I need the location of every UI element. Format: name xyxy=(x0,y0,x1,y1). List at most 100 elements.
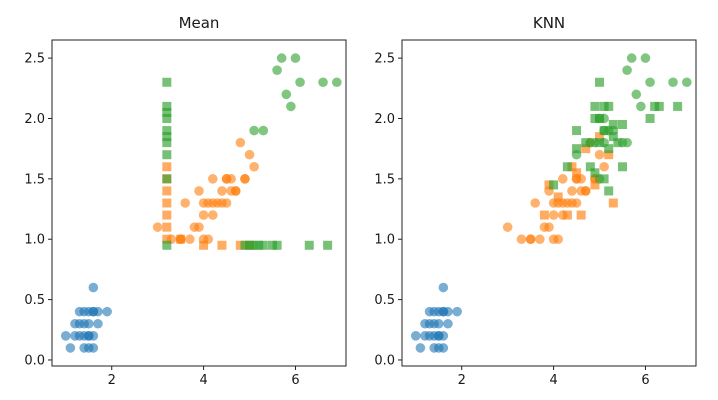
circle-point xyxy=(83,331,94,341)
circle-point xyxy=(631,89,642,100)
square-point xyxy=(608,132,618,142)
circle-point xyxy=(185,234,195,245)
circle-point xyxy=(599,161,609,172)
square-point xyxy=(590,180,600,190)
square-point xyxy=(613,138,623,148)
square-point xyxy=(162,150,172,160)
square-point xyxy=(553,192,563,202)
square-point xyxy=(217,240,227,250)
circle-point xyxy=(516,234,527,245)
square-point xyxy=(572,168,582,178)
square-point xyxy=(539,210,549,220)
circle-point xyxy=(180,198,191,208)
subplot-knn: KNN 2 4 6 0.0 0.5 1.0 1.5 2.0 2.5 xyxy=(374,14,697,388)
circle-point xyxy=(207,198,218,208)
y-tick-label: 1.5 xyxy=(374,172,395,187)
circle-point xyxy=(217,186,227,196)
square-point xyxy=(590,101,600,111)
square-point xyxy=(162,132,172,142)
square-point xyxy=(576,210,586,220)
circle-point xyxy=(102,306,112,317)
square-point xyxy=(599,174,609,184)
circle-point xyxy=(433,331,444,341)
circle-point xyxy=(626,53,637,63)
square-point xyxy=(590,113,600,123)
y-tick-label: 2.0 xyxy=(24,112,45,127)
circle-point xyxy=(88,343,99,353)
square-point xyxy=(272,240,282,250)
square-point xyxy=(245,240,255,250)
square-point xyxy=(562,210,572,220)
circle-point xyxy=(420,331,430,341)
square-point xyxy=(304,240,314,250)
circle-point xyxy=(65,343,76,353)
y-tick-label: 0.5 xyxy=(374,293,395,308)
square-point xyxy=(249,240,259,250)
circle-point xyxy=(553,234,563,245)
square-point xyxy=(162,198,172,208)
circle-point xyxy=(410,331,421,341)
circle-point xyxy=(83,318,94,329)
circle-point xyxy=(249,161,259,172)
square-point xyxy=(673,101,683,111)
y-tick-label: 1.5 xyxy=(24,172,45,187)
axes-frame xyxy=(51,39,347,367)
circle-point xyxy=(276,53,287,63)
square-point xyxy=(240,240,250,250)
square-point xyxy=(162,138,172,148)
y-tick-label: 0.0 xyxy=(24,353,45,368)
x-tick-label: 2 xyxy=(108,373,116,388)
square-point xyxy=(567,162,577,172)
circle-point xyxy=(70,331,80,341)
square-point xyxy=(162,222,172,232)
y-tick-label: 2.5 xyxy=(374,52,395,67)
circle-point xyxy=(152,222,163,232)
circle-point xyxy=(530,198,541,208)
circle-point xyxy=(438,282,449,293)
circle-point xyxy=(244,149,255,160)
circle-point xyxy=(332,77,342,88)
square-point xyxy=(618,120,627,130)
circle-point xyxy=(433,318,444,329)
x-tick-label: 4 xyxy=(549,373,557,388)
axes-frame xyxy=(401,39,697,367)
circle-point xyxy=(79,306,89,317)
circle-point xyxy=(60,331,71,341)
square-point xyxy=(604,150,614,160)
square-point xyxy=(235,240,245,250)
x-tick-label: 6 xyxy=(291,373,299,388)
x-tick-label: 4 xyxy=(199,373,207,388)
circle-point xyxy=(668,77,678,88)
circle-point xyxy=(415,343,426,353)
circle-point xyxy=(429,306,439,317)
circle-point xyxy=(88,306,99,317)
square-point xyxy=(608,198,618,208)
square-point xyxy=(581,144,591,154)
square-point xyxy=(572,126,582,136)
square-point xyxy=(604,144,614,154)
square-point xyxy=(599,101,609,111)
plot-area xyxy=(60,53,342,353)
square-point xyxy=(590,168,600,178)
circle-point xyxy=(576,186,586,196)
square-point xyxy=(162,162,172,172)
square-point xyxy=(162,77,172,87)
circle-point xyxy=(548,210,559,220)
square-point xyxy=(595,113,605,123)
circle-point xyxy=(194,186,204,196)
y-tick-label: 2.5 xyxy=(24,52,45,67)
square-point xyxy=(544,180,554,190)
circle-point xyxy=(571,198,582,208)
circle-point xyxy=(235,137,246,148)
y-tick-label: 1.0 xyxy=(24,233,45,248)
square-point xyxy=(162,101,172,111)
circle-point xyxy=(93,318,103,329)
circle-point xyxy=(207,174,218,184)
circle-point xyxy=(622,65,632,75)
circle-point xyxy=(226,186,236,196)
circle-point xyxy=(286,101,296,112)
square-point xyxy=(618,162,627,172)
square-point xyxy=(162,174,172,184)
circle-point xyxy=(557,174,568,184)
square-point xyxy=(162,126,172,136)
